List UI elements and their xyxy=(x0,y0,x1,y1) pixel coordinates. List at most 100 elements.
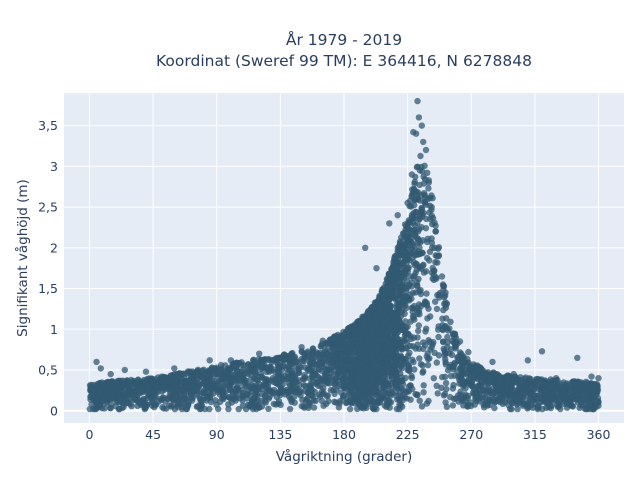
data-point xyxy=(116,388,123,396)
data-point xyxy=(371,398,378,406)
data-point xyxy=(366,349,373,356)
data-point xyxy=(401,293,409,300)
data-point xyxy=(286,405,294,413)
data-point xyxy=(300,381,308,389)
data-point xyxy=(293,378,300,386)
data-point xyxy=(526,383,533,390)
data-point xyxy=(493,384,500,391)
data-point xyxy=(403,260,410,268)
data-point xyxy=(429,264,436,272)
data-point xyxy=(432,274,440,281)
data-point xyxy=(299,358,306,365)
data-point xyxy=(518,391,526,398)
data-point xyxy=(305,365,313,372)
data-point xyxy=(491,404,498,412)
data-point xyxy=(493,371,501,378)
data-point xyxy=(281,391,289,398)
data-point xyxy=(342,356,349,363)
data-point xyxy=(433,359,440,366)
data-point xyxy=(579,391,586,398)
data-point xyxy=(557,385,564,393)
data-point xyxy=(446,350,453,357)
data-point xyxy=(428,212,436,220)
data-point xyxy=(508,405,515,413)
data-point xyxy=(464,394,471,402)
data-point xyxy=(506,391,513,398)
data-point xyxy=(408,372,415,380)
data-point xyxy=(423,290,430,297)
data-point xyxy=(310,404,318,411)
data-point xyxy=(217,361,225,369)
data-point xyxy=(179,378,187,385)
data-point xyxy=(269,389,277,396)
data-point xyxy=(300,403,307,410)
data-point xyxy=(234,373,241,380)
data-point xyxy=(204,377,211,385)
data-point xyxy=(191,387,198,394)
data-point xyxy=(327,387,335,394)
data-point xyxy=(411,180,418,187)
data-point xyxy=(390,313,398,320)
data-point xyxy=(198,369,206,376)
data-point xyxy=(375,310,382,318)
data-point xyxy=(474,367,481,374)
x-tick-label: 225 xyxy=(396,427,420,442)
data-point xyxy=(258,403,266,410)
data-point xyxy=(481,369,489,377)
data-point xyxy=(519,402,527,409)
data-point xyxy=(347,376,354,384)
data-point xyxy=(199,389,207,396)
data-point xyxy=(370,405,377,413)
data-point xyxy=(397,363,405,370)
data-point xyxy=(399,282,406,289)
data-point xyxy=(443,325,450,332)
data-point xyxy=(246,367,253,374)
data-point xyxy=(390,262,397,270)
data-point xyxy=(412,269,419,277)
data-point xyxy=(172,394,179,401)
data-point xyxy=(379,369,387,376)
data-point xyxy=(192,371,199,378)
data-point xyxy=(284,363,291,370)
data-point xyxy=(211,365,219,372)
data-point xyxy=(244,387,252,394)
data-point xyxy=(233,363,240,370)
data-point xyxy=(416,355,423,362)
data-point xyxy=(412,289,420,296)
data-point xyxy=(397,269,404,277)
data-point xyxy=(398,345,406,352)
data-point xyxy=(429,195,436,202)
data-point xyxy=(409,343,416,350)
data-point xyxy=(336,343,343,350)
y-tick-label: 3 xyxy=(50,159,58,174)
data-point xyxy=(149,375,156,382)
data-point xyxy=(372,387,379,395)
data-point xyxy=(456,365,464,372)
data-point xyxy=(543,404,550,411)
data-point xyxy=(379,377,386,384)
data-point xyxy=(418,122,425,129)
data-point xyxy=(171,365,178,372)
data-point xyxy=(414,334,421,341)
data-point xyxy=(495,397,502,405)
x-tick-label: 45 xyxy=(145,427,161,442)
data-point xyxy=(568,393,576,400)
data-point xyxy=(392,348,399,355)
data-point xyxy=(107,404,114,411)
data-point xyxy=(340,374,347,381)
data-point xyxy=(576,386,583,393)
x-axis-tick-labels: 0 45 90 135 180 225 270 315 360 xyxy=(85,427,610,442)
data-point xyxy=(465,348,472,356)
data-point xyxy=(434,259,441,266)
data-point xyxy=(207,390,214,398)
data-point xyxy=(363,344,370,351)
data-point xyxy=(411,227,418,234)
data-point xyxy=(319,337,326,344)
data-point xyxy=(420,389,427,396)
data-points xyxy=(86,97,602,413)
data-point xyxy=(353,358,360,365)
data-point xyxy=(323,378,330,385)
data-point xyxy=(356,319,363,326)
data-point xyxy=(291,354,298,361)
data-point xyxy=(406,367,413,374)
